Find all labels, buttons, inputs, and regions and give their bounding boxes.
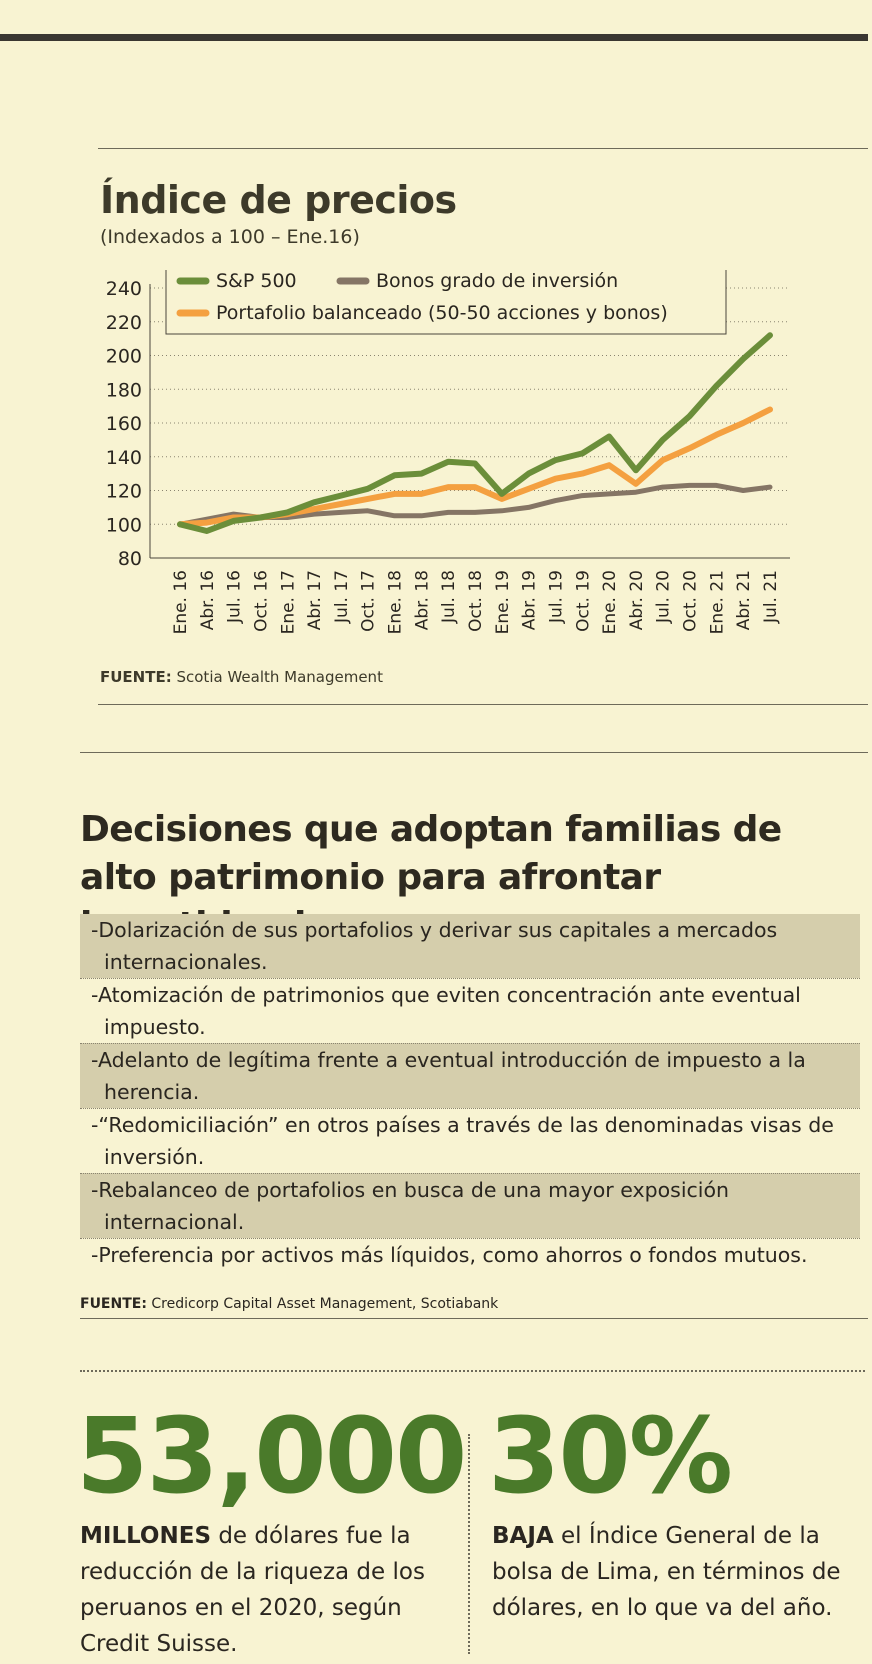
x-tick-label: Ene. 16 — [171, 570, 191, 634]
divider — [80, 1318, 868, 1319]
stat-desc: el Índice General de la bolsa de Lima, e… — [492, 1523, 841, 1621]
x-tick-label: Ene. 18 — [386, 570, 406, 634]
legend-box — [165, 270, 727, 335]
chart-title: Índice de precios — [100, 178, 457, 222]
list-item: -“Redomiciliación” en otros países a tra… — [80, 1108, 860, 1173]
x-tick-label: Jul. 17 — [332, 570, 352, 624]
x-tick-label: Abr. 16 — [198, 570, 218, 630]
x-tick-label: Oct. 17 — [359, 570, 379, 632]
x-tick-label: Jul. 19 — [546, 570, 566, 624]
y-tick-label: 140 — [106, 447, 142, 469]
x-tick-label: Jul. 20 — [654, 570, 674, 624]
x-tick-label: Ene. 21 — [707, 570, 727, 634]
x-tick-label: Oct. 20 — [681, 570, 701, 632]
decisions-list: -Dolarización de sus portafolios y deriv… — [80, 914, 860, 1271]
x-tick-label: Ene. 20 — [600, 570, 620, 634]
x-tick-label: Jul. 18 — [439, 570, 459, 624]
source-text: Scotia Wealth Management — [171, 668, 383, 686]
x-tick-label: Abr. 17 — [305, 570, 325, 630]
list-item: -Adelanto de legítima frente a eventual … — [80, 1043, 860, 1108]
legend-label: S&P 500 — [216, 270, 297, 292]
stat-text-bvl: BAJA el Índice General de la bolsa de Li… — [492, 1518, 862, 1626]
chart-source: FUENTE: Scotia Wealth Management — [100, 668, 383, 686]
divider — [98, 148, 868, 149]
x-tick-label: Abr. 21 — [734, 570, 754, 630]
list-item: -Rebalanceo de portafolios en busca de u… — [80, 1173, 860, 1238]
x-tick-label: Jul. 21 — [761, 570, 781, 624]
x-tick-label: Ene. 17 — [278, 570, 298, 634]
list-item: -Dolarización de sus portafolios y deriv… — [80, 914, 860, 978]
x-tick-label: Oct. 16 — [251, 570, 271, 632]
x-tick-label: Abr. 19 — [520, 570, 540, 630]
stat-desc: de dólares fue la reducción de la riquez… — [80, 1523, 425, 1657]
x-tick-label: Abr. 18 — [412, 570, 432, 630]
divider — [98, 704, 868, 705]
legend-label: Portafolio balanceado (50-50 acciones y … — [216, 302, 668, 324]
stat-bold: BAJA — [492, 1523, 554, 1549]
series-line-sp500 — [177, 332, 773, 534]
y-tick-label: 240 — [106, 278, 142, 300]
stat-number-bvl: 30% — [488, 1395, 733, 1517]
y-tick-label: 80 — [118, 548, 142, 570]
source-text: Credicorp Capital Asset Management, Scot… — [146, 1296, 499, 1312]
y-tick-label: 180 — [106, 379, 142, 401]
divider — [80, 752, 868, 753]
top-rule — [0, 34, 868, 41]
vertical-dotted-divider — [468, 1434, 470, 1654]
y-tick-label: 120 — [106, 481, 142, 503]
x-tick-label: Ene. 19 — [493, 570, 513, 634]
chart-subtitle: (Indexados a 100 – Ene.16) — [100, 226, 360, 248]
y-tick-label: 200 — [106, 346, 142, 368]
price-index-chart: 80 100 120 140 160 180 200 220 240 Ene. 16 Abr. 16… — [106, 270, 790, 634]
x-tick-label: Oct. 18 — [466, 570, 486, 632]
y-tick-label: 220 — [106, 312, 142, 334]
source-label: FUENTE: — [100, 668, 172, 686]
y-tick-label: 160 — [106, 413, 142, 435]
y-tick-label: 100 — [106, 514, 142, 536]
x-tick-label: Oct. 19 — [573, 570, 593, 632]
decisions-source: FUENTE: Credicorp Capital Asset Manageme… — [80, 1296, 498, 1312]
stat-bold: MILLONES — [80, 1523, 212, 1549]
stat-text-wealth: MILLONES de dólares fue la reducción de … — [80, 1518, 450, 1662]
legend-label: Bonos grado de inversión — [376, 270, 618, 292]
list-item: -Preferencia por activos más líquidos, c… — [80, 1238, 860, 1271]
stat-number-wealth: 53,000 — [76, 1395, 467, 1517]
list-item: -Atomización de patrimonios que eviten c… — [80, 978, 860, 1043]
x-tick-label: Abr. 20 — [627, 570, 647, 630]
dotted-divider — [80, 1370, 865, 1372]
x-tick-label: Jul. 16 — [225, 570, 245, 624]
source-label: FUENTE: — [80, 1296, 147, 1312]
